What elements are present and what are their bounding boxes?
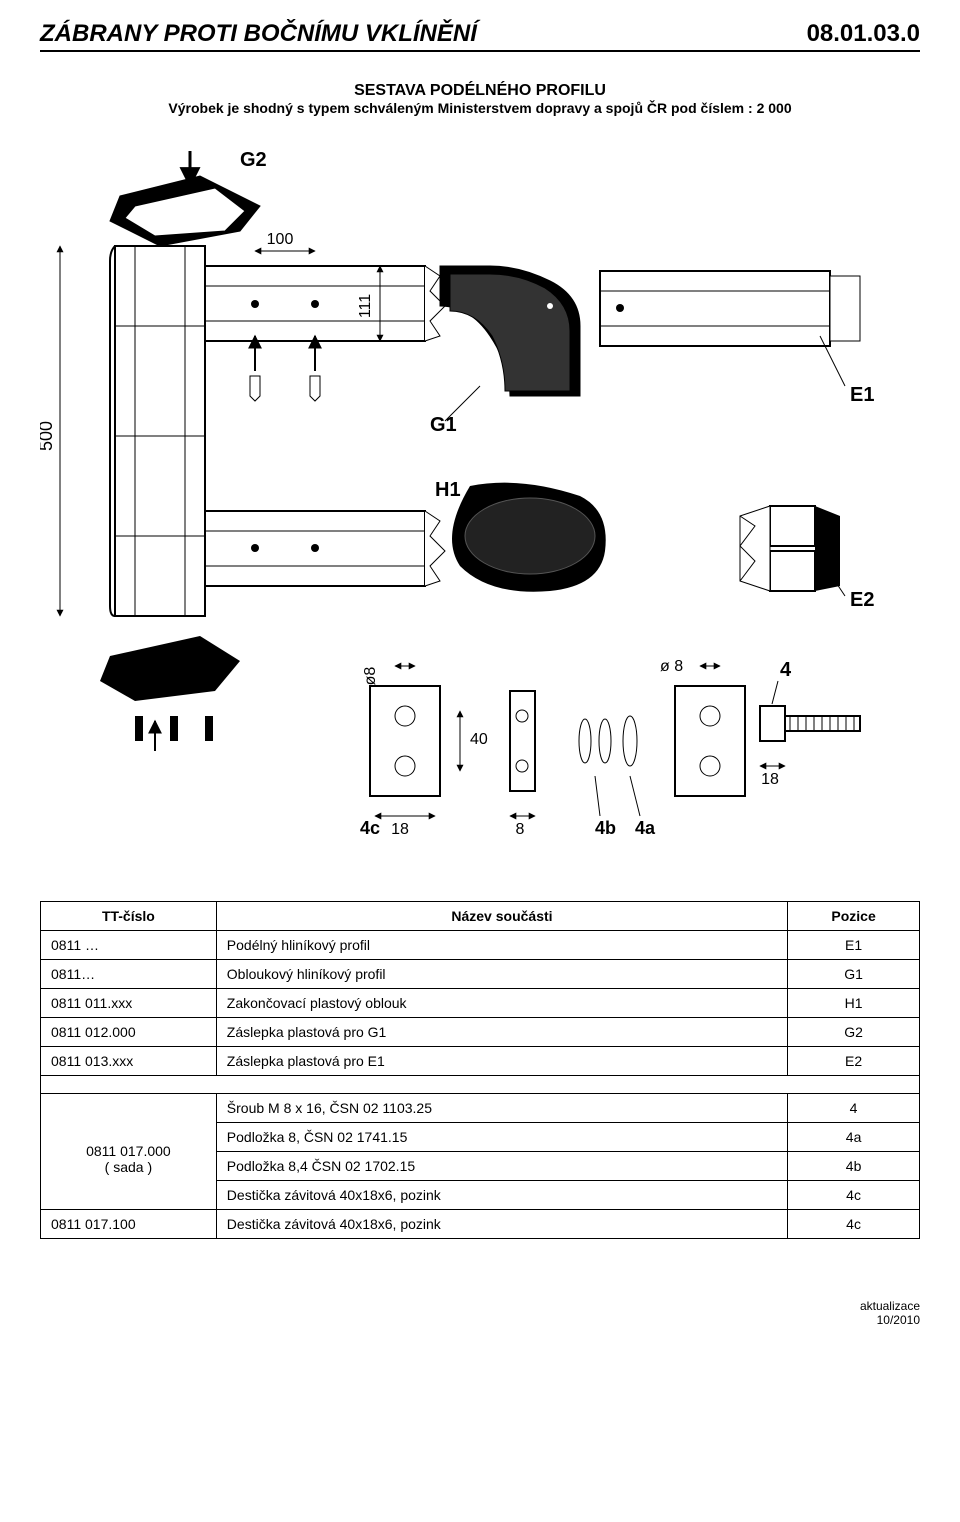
part-corner-profile bbox=[110, 246, 205, 616]
cell-part-name: Destička závitová 40x18x6, pozink bbox=[216, 1181, 787, 1210]
footer-updated-label: aktualizace bbox=[40, 1299, 920, 1313]
part-g1-elbow: G1 bbox=[430, 266, 580, 436]
cell-tt-number: 0811 … bbox=[41, 931, 217, 960]
cell-position: E1 bbox=[788, 931, 920, 960]
page-title: ZÁBRANY PROTI BOČNÍMU VKLÍNĚNÍ bbox=[40, 20, 477, 48]
part-g2-cap: G2 bbox=[110, 149, 267, 246]
cell-part-name: Podélný hliníkový profil bbox=[216, 931, 787, 960]
cell-part-name: Záslepka plastová pro G1 bbox=[216, 1018, 787, 1047]
parts-table: TT-číslo Název součásti Pozice 0811 …Pod… bbox=[40, 901, 920, 1239]
svg-text:4: 4 bbox=[780, 659, 792, 681]
cell-position: E2 bbox=[788, 1047, 920, 1076]
svg-text:8: 8 bbox=[516, 821, 525, 838]
cell-part-name: Podložka 8, ČSN 02 1741.15 bbox=[216, 1123, 787, 1152]
table-row: 0811 017.100Destička závitová 40x18x6, p… bbox=[41, 1210, 920, 1239]
cell-position: G1 bbox=[788, 960, 920, 989]
subheader-text: Výrobek je shodný s typem schváleným Min… bbox=[40, 100, 920, 116]
page-header: ZÁBRANY PROTI BOČNÍMU VKLÍNĚNÍ 08.01.03.… bbox=[40, 20, 920, 52]
cell-part-name: Destička závitová 40x18x6, pozink bbox=[216, 1210, 787, 1239]
cell-tt-number: 0811 012.000 bbox=[41, 1018, 217, 1047]
cell-position: 4c bbox=[788, 1210, 920, 1239]
cell-position: G2 bbox=[788, 1018, 920, 1047]
svg-text:G2: G2 bbox=[240, 149, 267, 171]
svg-text:40: 40 bbox=[470, 731, 488, 748]
cell-part-name: Podložka 8,4 ČSN 02 1702.15 bbox=[216, 1152, 787, 1181]
cell-part-name: Záslepka plastová pro E1 bbox=[216, 1047, 787, 1076]
table-row: 0811 017.000( sada )Šroub M 8 x 16, ČSN … bbox=[41, 1094, 920, 1123]
cell-part-name: Obloukový hliníkový profil bbox=[216, 960, 787, 989]
part-e1-profile: E1 bbox=[600, 271, 874, 406]
cell-part-name: Zakončovací plastový oblouk bbox=[216, 989, 787, 1018]
svg-text:111: 111 bbox=[357, 294, 374, 318]
svg-text:E2: E2 bbox=[850, 589, 874, 611]
subheader-title: SESTAVA PODÉLNÉHO PROFILU bbox=[40, 82, 920, 100]
svg-text:ø8: ø8 bbox=[362, 667, 379, 686]
page-code: 08.01.03.0 bbox=[807, 20, 920, 48]
svg-text:100: 100 bbox=[267, 231, 294, 248]
group-tt-number: 0811 017.000 bbox=[51, 1129, 206, 1159]
svg-text:18: 18 bbox=[761, 771, 779, 788]
cell-position: 4c bbox=[788, 1181, 920, 1210]
table-spacer-row bbox=[41, 1076, 920, 1094]
svg-text:500: 500 bbox=[40, 421, 56, 451]
cell-position: 4b bbox=[788, 1152, 920, 1181]
table-row: 0811 012.000Záslepka plastová pro G1G2 bbox=[41, 1018, 920, 1047]
cell-tt-number: 0811 013.xxx bbox=[41, 1047, 217, 1076]
svg-text:G1: G1 bbox=[430, 414, 457, 436]
table-row: 0811 013.xxxZáslepka plastová pro E1E2 bbox=[41, 1047, 920, 1076]
col-position: Pozice bbox=[788, 902, 920, 931]
bottom-corner-cap bbox=[100, 636, 240, 751]
upper-longitudinal-profile: 100 111 bbox=[205, 231, 445, 401]
cell-position: H1 bbox=[788, 989, 920, 1018]
col-tt-number: TT-číslo bbox=[41, 902, 217, 931]
cell-position: 4 bbox=[788, 1094, 920, 1123]
cell-tt-number: 0811 011.xxx bbox=[41, 989, 217, 1018]
svg-text:4b: 4b bbox=[595, 818, 616, 838]
table-row: 0811 …Podélný hliníkový profilE1 bbox=[41, 931, 920, 960]
subheader: SESTAVA PODÉLNÉHO PROFILU Výrobek je sho… bbox=[40, 82, 920, 116]
svg-text:ø 8: ø 8 bbox=[660, 658, 683, 675]
dim-500: 500 bbox=[40, 246, 60, 616]
svg-text:4a: 4a bbox=[635, 818, 656, 838]
table-row: 0811 011.xxxZakončovací plastový obloukH… bbox=[41, 989, 920, 1018]
fastener-detail: ø8 40 18 4c 8 4b 4a ø 8 bbox=[360, 658, 860, 838]
svg-text:E1: E1 bbox=[850, 384, 874, 406]
col-part-name: Název součásti bbox=[216, 902, 787, 931]
part-e2-endcap: E2 bbox=[740, 506, 874, 611]
cell-part-name: Šroub M 8 x 16, ČSN 02 1103.25 bbox=[216, 1094, 787, 1123]
svg-text:H1: H1 bbox=[435, 479, 461, 501]
cell-tt-number: 0811 017.100 bbox=[41, 1210, 217, 1239]
cell-position: 4a bbox=[788, 1123, 920, 1152]
cell-tt-number: 0811 017.000( sada ) bbox=[41, 1094, 217, 1210]
page-footer: aktualizace 10/2010 bbox=[40, 1299, 920, 1327]
svg-text:4c: 4c bbox=[360, 818, 380, 838]
part-h1-cap: H1 bbox=[435, 479, 606, 592]
cell-tt-number: 0811… bbox=[41, 960, 217, 989]
assembly-diagram: 500 G2 100 111 bbox=[40, 136, 920, 856]
table-row: 0811…Obloukový hliníkový profilG1 bbox=[41, 960, 920, 989]
footer-date: 10/2010 bbox=[40, 1313, 920, 1327]
table-header-row: TT-číslo Název součásti Pozice bbox=[41, 902, 920, 931]
group-note: ( sada ) bbox=[51, 1159, 206, 1175]
lower-longitudinal-profile bbox=[205, 511, 445, 586]
svg-text:18: 18 bbox=[391, 821, 409, 838]
